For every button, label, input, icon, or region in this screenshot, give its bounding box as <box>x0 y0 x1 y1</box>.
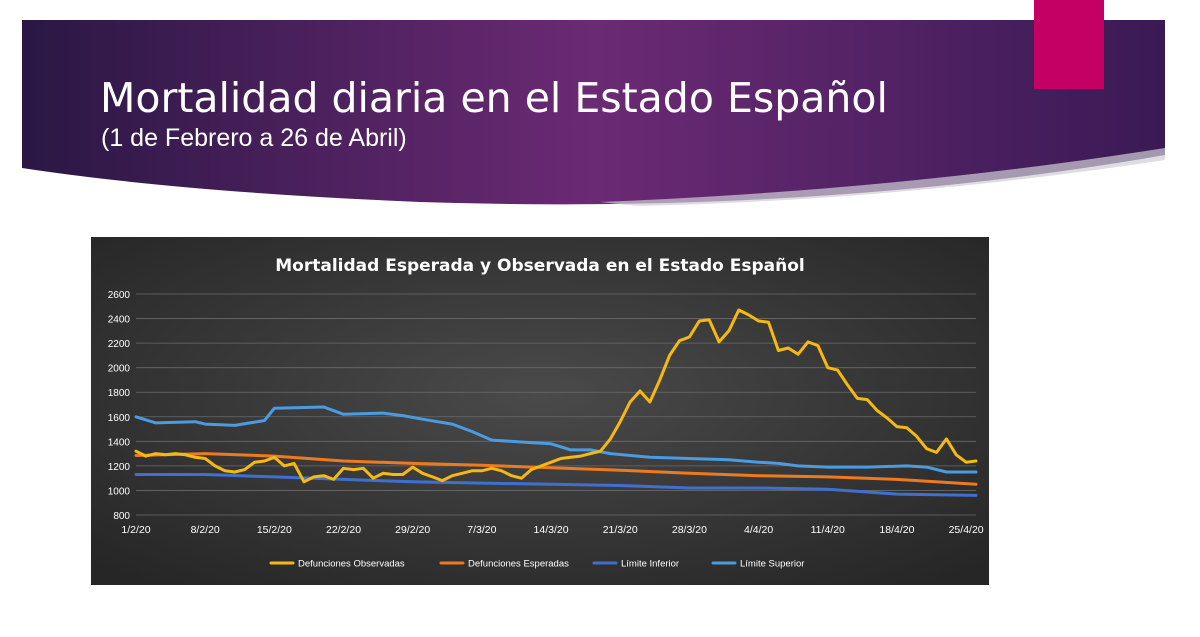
legend-label: Límite Inferior <box>621 559 679 570</box>
banner-swoosh <box>600 148 1165 206</box>
y-tick-label: 800 <box>113 511 130 522</box>
mortality-chart: Mortalidad Esperada y Observada en el Es… <box>91 237 989 585</box>
x-tick-label: 11/4/20 <box>811 524 845 536</box>
x-tick-label: 28/3/20 <box>672 524 707 536</box>
y-tick-label: 1400 <box>108 437 131 448</box>
y-tick-label: 2000 <box>108 364 131 375</box>
x-tick-label: 25/4/20 <box>949 524 984 536</box>
x-tick-label: 29/2/20 <box>395 524 430 536</box>
series-lines <box>134 308 978 497</box>
y-tick-label: 1000 <box>108 486 131 497</box>
legend-label: Límite Superior <box>740 559 804 570</box>
y-tick-label: 1800 <box>108 388 131 399</box>
y-tick-label: 2200 <box>108 339 131 350</box>
x-tick-label: 18/4/20 <box>879 524 914 536</box>
banner-shape <box>22 20 1165 205</box>
x-tick-label: 15/2/20 <box>257 524 292 536</box>
accent-tab <box>1034 0 1104 89</box>
y-tick-label: 2600 <box>108 290 131 301</box>
series-line-3 <box>134 473 978 497</box>
legend-label: Defunciones Esperadas <box>468 559 569 570</box>
x-tick-label: 1/2/20 <box>121 524 150 536</box>
chart-background <box>91 237 989 585</box>
y-tick-label: 1600 <box>108 413 131 424</box>
title-banner <box>22 20 1165 206</box>
series-line-1 <box>134 308 978 484</box>
x-tick-label: 4/4/20 <box>744 524 773 536</box>
x-tick-label: 14/3/20 <box>534 524 569 536</box>
chart-title: Mortalidad Esperada y Observada en el Es… <box>275 256 804 276</box>
chart-panel: Mortalidad Esperada y Observada en el Es… <box>91 237 989 585</box>
series-line-4 <box>134 405 978 474</box>
x-tick-label: 7/3/20 <box>467 524 496 536</box>
y-tick-label: 2400 <box>108 315 131 326</box>
legend-label: Defunciones Observadas <box>298 559 405 570</box>
x-tick-label: 22/2/20 <box>326 524 361 536</box>
slide-title: Mortalidad diaria en el Estado Español <box>100 74 888 122</box>
x-tick-label: 8/2/20 <box>191 524 220 536</box>
legend: Defunciones Observadas Defunciones Espera… <box>269 559 804 570</box>
grid-lines <box>136 293 976 516</box>
x-tick-label: 21/3/20 <box>603 524 638 536</box>
y-tick-label: 1200 <box>108 462 131 473</box>
x-axis-ticks: 1/2/20 8/2/20 15/2/20 22/2/20 29/2/20 7/3/20 1… <box>121 524 983 536</box>
slide-subtitle: (1 de Febrero a 26 de Abril) <box>101 124 407 152</box>
y-axis-ticks: 800 1000 1200 1400 1600 1800 2000 2200 2400 2600 <box>108 290 131 522</box>
